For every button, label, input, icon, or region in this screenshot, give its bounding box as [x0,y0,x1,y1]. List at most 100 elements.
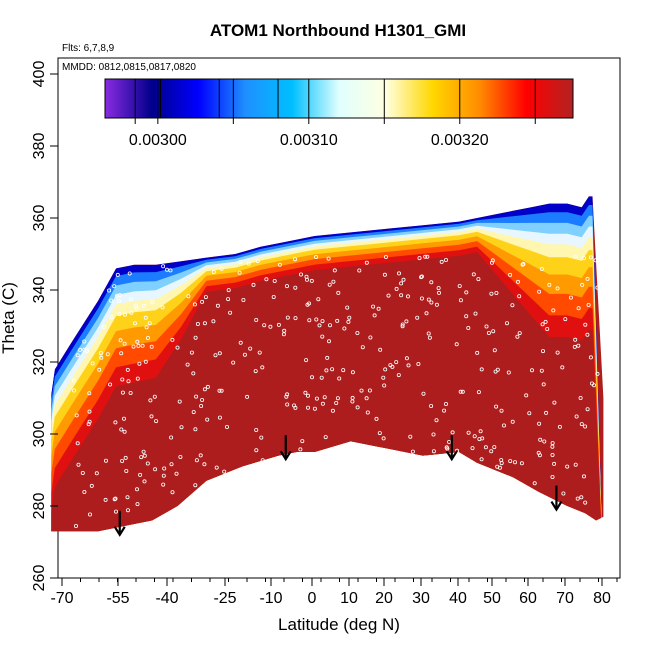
sample-point [327,282,332,287]
sample-point [543,319,548,324]
sample-point [200,397,205,402]
sample-point [129,310,134,315]
sample-point [524,393,529,398]
sample-point [377,431,382,436]
sample-point [248,346,253,351]
sample-point [576,306,581,311]
sample-point [513,460,518,465]
sample-point [260,458,265,463]
sample-point [408,434,413,439]
sample-point [416,361,421,366]
sample-point [345,305,350,310]
sample-point [572,344,577,349]
x-axis: -70 -55 -40 -25 -10 0 10 20 30 40 50 60 70 80 [50,578,618,607]
sample-point [87,409,92,414]
sample-point [136,343,141,348]
sample-point [593,258,598,263]
sample-point [259,435,264,440]
sample-point [336,290,341,295]
sample-point [473,311,478,316]
sample-point [376,306,381,311]
sample-point [203,295,208,300]
sample-point [489,449,494,454]
sample-point [198,453,203,458]
y-tick-label: 320 [31,349,48,376]
sample-point [320,401,325,406]
sample-point [170,490,175,495]
sample-point [479,367,484,372]
sample-point [479,457,484,462]
sample-point [378,347,383,352]
sample-point [335,396,340,401]
sample-point [271,294,276,299]
sample-point [341,368,346,373]
sample-point [88,512,93,517]
sample-point [98,351,103,356]
sample-point [583,424,588,429]
sample-point [429,300,434,305]
sample-point [332,268,337,273]
sample-point [367,388,372,393]
x-tick-label: -55 [106,590,129,607]
sample-point [82,489,87,494]
sample-point [134,306,139,311]
arrow-marker-head [445,450,458,462]
sample-point [439,259,444,264]
sample-point [325,355,330,360]
sample-point [298,272,303,277]
sample-point [476,277,481,282]
sample-point [150,300,155,305]
sample-point [431,432,436,437]
sample-point [396,271,401,276]
sample-point [149,414,154,419]
sample-point [388,363,393,368]
sample-point [484,324,489,329]
sample-point [292,257,297,262]
sample-point [104,458,109,463]
sample-point [565,464,570,469]
sample-point [174,471,179,476]
x-tick-label: 30 [412,590,430,607]
sample-point [547,282,552,287]
x-tick-label: 20 [375,590,393,607]
sample-point [539,266,544,271]
sample-point [102,324,107,329]
colorbar-tick-label: 0.00300 [129,132,187,149]
sample-point [202,321,207,326]
sample-point [581,256,586,261]
sample-point [579,422,584,427]
sample-point [330,367,335,372]
sample-point [555,286,560,291]
sample-point [371,304,376,309]
sample-point [545,326,550,331]
sample-point [277,262,282,267]
sample-point [580,282,585,287]
sample-point [573,337,578,342]
sample-point [508,272,513,277]
sample-point [517,294,522,299]
sample-point [139,455,144,460]
sample-point [544,410,549,415]
sample-point [510,303,515,308]
sample-point [326,339,331,344]
sample-point [161,482,166,487]
sample-point [87,391,92,396]
sample-point [143,315,148,320]
sample-point [217,415,222,420]
x-tick-label: 50 [483,590,501,607]
sample-point [457,283,462,288]
sample-point [489,291,494,296]
sample-point [499,458,504,463]
x-tick-label: 80 [593,590,611,607]
sample-point [135,376,140,381]
sample-point [199,403,204,408]
sample-point [107,288,112,293]
arrow-marker-head [550,501,563,512]
sample-point [115,272,120,277]
sample-point [483,445,488,450]
sample-point [382,272,387,277]
sample-point [123,455,128,460]
sample-point [224,424,229,429]
sample-point [444,445,449,450]
